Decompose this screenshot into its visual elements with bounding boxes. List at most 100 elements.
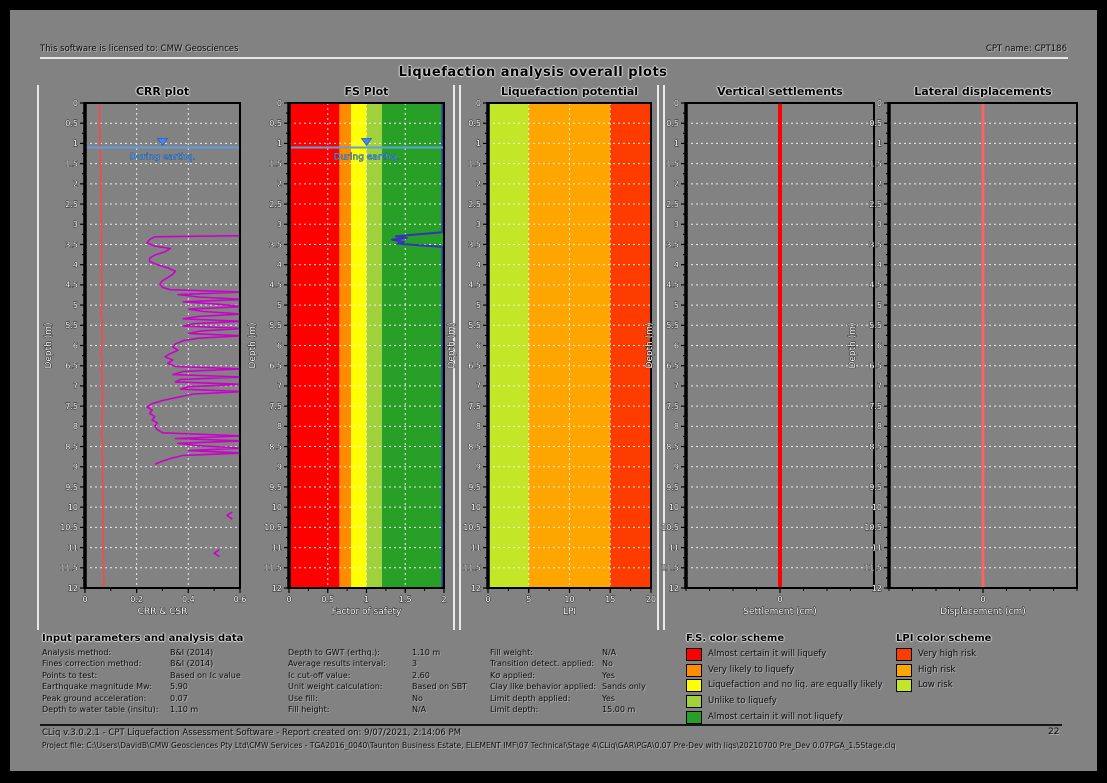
series-CRR [213, 548, 220, 558]
param-value: 15.00 m [602, 705, 636, 714]
y-tick-label: 6 [674, 341, 679, 350]
lpi-legend-heading: LPI color scheme [896, 633, 992, 644]
x-tick-label: 0 [286, 595, 291, 604]
legend-label: Liquefaction and no liq. are equally lik… [708, 680, 883, 691]
plot-separator-1b [459, 85, 461, 630]
y-tick-label: 2.5 [468, 200, 481, 209]
x-axis-label: Settlement (cm) [743, 607, 816, 617]
y-tick-label: 4.5 [269, 281, 282, 290]
plot-svg-lateral: 00.511.522.533.544.555.566.577.588.599.5… [848, 98, 1078, 618]
x-tick-label: 1.5 [399, 595, 412, 604]
y-tick-label: 6.5 [269, 362, 282, 371]
param-value: Yes [602, 670, 615, 680]
param-value: 5.90 [170, 682, 188, 692]
y-tick-label: 8 [877, 422, 882, 431]
plot-svg-settlements: 00.511.522.533.544.555.566.577.588.599.5… [645, 98, 875, 618]
param-label: Points to test: [42, 670, 98, 680]
y-tick-label: 5 [476, 301, 481, 310]
plot-settlements: 0 0.5 1 1.5 2 2.5 3 3.5 4 4.5 5 5.5 6 6.5 7 7.5 8 8.5 9 9.5… [641, 95, 882, 618]
plot-axes: 00.511.522.533.544.555.566.577.588.599.5… [248, 98, 447, 617]
x-tick-label: 2 [441, 595, 446, 604]
y-tick-label: 3 [674, 220, 679, 229]
plot-separator-1a [453, 85, 455, 630]
param-label: Earthquake magnitude Mw: [42, 682, 152, 692]
y-tick-label: 10.5 [60, 523, 78, 532]
param-label: Transition detect. applied: [490, 659, 595, 669]
y-tick-label: 10 [872, 503, 882, 512]
y-tick-label: 6.5 [468, 362, 481, 371]
y-axis-label: Depth (m) [447, 322, 457, 368]
y-tick-label: 3.5 [65, 240, 78, 249]
param-value: 1.10 m [412, 648, 441, 657]
x-axis-label: LPI [563, 607, 576, 617]
param-label: Depth to water table (insitu): [42, 705, 159, 714]
params-column-3: Fill weight: N/A Transition detect. applie… [490, 648, 680, 724]
series-CRR [146, 234, 239, 466]
y-tick-label: 11 [872, 543, 882, 552]
water-table-icon [360, 138, 373, 147]
y-tick-label: 4 [277, 260, 282, 269]
param-value: N/A [412, 705, 427, 714]
y-tick-label: 0 [476, 99, 481, 108]
y-tick-label: 8.5 [869, 442, 882, 451]
y-tick-label: 12 [68, 584, 78, 593]
y-tick-label: 1.5 [65, 159, 78, 168]
legend-color-swatch [896, 679, 912, 693]
y-tick-label: 9.5 [65, 483, 78, 492]
y-tick-label: 0 [877, 99, 882, 108]
x-axis-label: CRR & CSR [138, 607, 188, 617]
param-value: 3 [412, 659, 418, 669]
y-tick-label: 6 [877, 341, 882, 350]
x-tick-label: 20 [646, 595, 656, 604]
plot-series [391, 104, 443, 587]
plot-lpi: 0 0.5 1 1.5 2 2.5 3 3.5 4 4.5 5 5.5 6 6.5 7 7.5 8 8.5 9 9.5… [443, 95, 659, 618]
x-tick-label: 0.5 [321, 595, 334, 604]
param-label: Average results interval: [288, 659, 386, 669]
legend-label: Low risk [918, 680, 953, 691]
plot-separator-2b [663, 85, 665, 630]
param-label: Ic cut-off value: [288, 670, 351, 680]
y-tick-label: 3.5 [869, 240, 882, 249]
y-tick-label: 1 [73, 139, 78, 148]
plot-grid [686, 103, 874, 588]
legend-label: Very likely to liquefy [708, 664, 795, 675]
y-tick-label: 7.5 [65, 402, 78, 411]
footer-software-info: CLiq v.3.0.2.1 - CPT Liquefaction Assess… [42, 728, 461, 738]
y-tick-label: 11.5 [463, 564, 481, 573]
param-value: 1.10 m [170, 705, 199, 714]
y-tick-label: 2.5 [65, 200, 78, 209]
y-tick-label: 6.5 [65, 362, 78, 371]
y-tick-label: 11.5 [661, 564, 679, 573]
y-tick-label: 2 [877, 180, 882, 189]
y-tick-label: 0.5 [869, 119, 882, 128]
y-tick-label: 7 [277, 382, 282, 391]
plot-grid [488, 103, 651, 588]
legend-color-swatch [686, 679, 702, 693]
param-label: Unit weight calculation: [288, 682, 383, 692]
plot-title-lpi: Liquefaction potential [500, 85, 639, 98]
params-column-1: Analysis method: B&I (2014) Fines correcti… [42, 648, 286, 724]
y-tick-label: 9.5 [666, 483, 679, 492]
legend-label: Very high risk [918, 649, 977, 659]
x-tick-label: 10 [564, 595, 574, 604]
y-tick-label: 2 [476, 180, 481, 189]
plot-svg-fs: During earthq.00.511.522.533.544.555.566… [248, 98, 447, 617]
legend-label: Unlike to liquefy [708, 696, 777, 707]
plot-title-settlements: Vertical settlements [717, 85, 843, 98]
water-table-label: During earthq. [334, 152, 400, 162]
y-tick-label: 0 [73, 99, 78, 108]
y-tick-label: 5.5 [869, 321, 882, 330]
param-value: 2.60 [412, 670, 430, 680]
param-label: Fines correction method: [42, 659, 142, 669]
y-tick-label: 9 [877, 463, 882, 472]
y-tick-label: 12 [669, 584, 679, 593]
y-tick-label: 0 [674, 99, 679, 108]
param-label: Depth to GWT (erthq.): [288, 648, 380, 657]
y-tick-label: 11 [272, 543, 282, 552]
y-tick-label: 10 [272, 503, 282, 512]
param-value: Yes [602, 693, 615, 703]
x-tick-label: 0 [82, 595, 87, 604]
y-tick-label: 1 [476, 139, 481, 148]
x-tick-label: 0.6 [234, 595, 247, 604]
